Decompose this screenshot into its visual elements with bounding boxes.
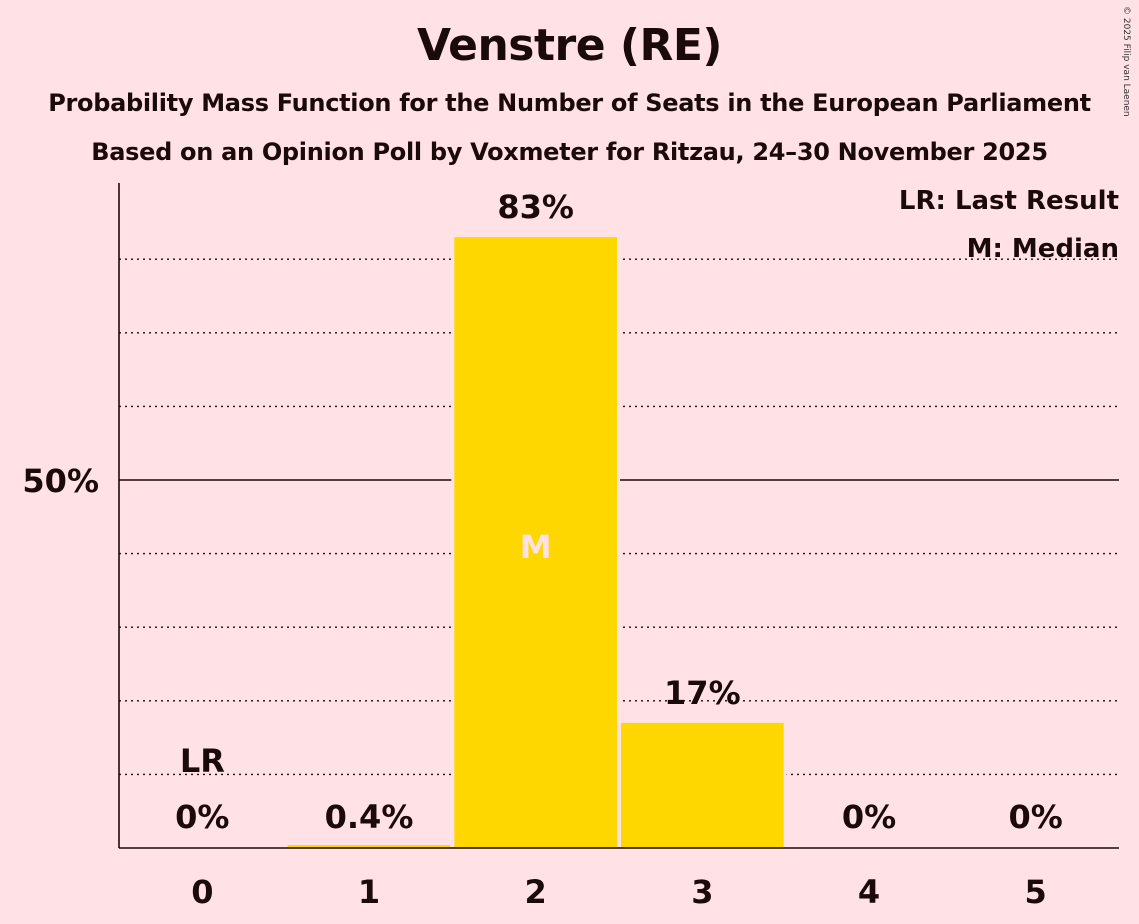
bar-value-label: 83% — [497, 188, 574, 226]
median-marker: M — [520, 528, 552, 566]
last-result-marker: LR — [180, 742, 225, 780]
bar-value-label: 17% — [664, 674, 741, 712]
legend-median: M: Median — [967, 234, 1119, 264]
legend-last-result: LR: Last Result — [899, 186, 1119, 216]
y-tick-label: 50% — [22, 462, 99, 500]
bar-value-label: 0% — [1009, 798, 1063, 836]
bar-2 — [454, 237, 617, 848]
x-tick-label: 2 — [525, 873, 547, 911]
x-tick-label: 0 — [191, 873, 213, 911]
x-tick-label: 5 — [1025, 873, 1047, 911]
bar-value-label: 0.4% — [325, 798, 414, 836]
x-tick-label: 4 — [858, 873, 880, 911]
bar-value-label: 0% — [175, 798, 229, 836]
chart-source-line: Based on an Opinion Poll by Voxmeter for… — [91, 138, 1048, 166]
bar-1 — [287, 845, 451, 848]
x-tick-label: 1 — [358, 873, 380, 911]
chart-title: Venstre (RE) — [416, 20, 723, 71]
x-tick-label: 3 — [691, 873, 713, 911]
bar-value-label: 0% — [842, 798, 896, 836]
chart-subtitle: Probability Mass Function for the Number… — [48, 89, 1091, 117]
bar-3 — [621, 722, 784, 848]
